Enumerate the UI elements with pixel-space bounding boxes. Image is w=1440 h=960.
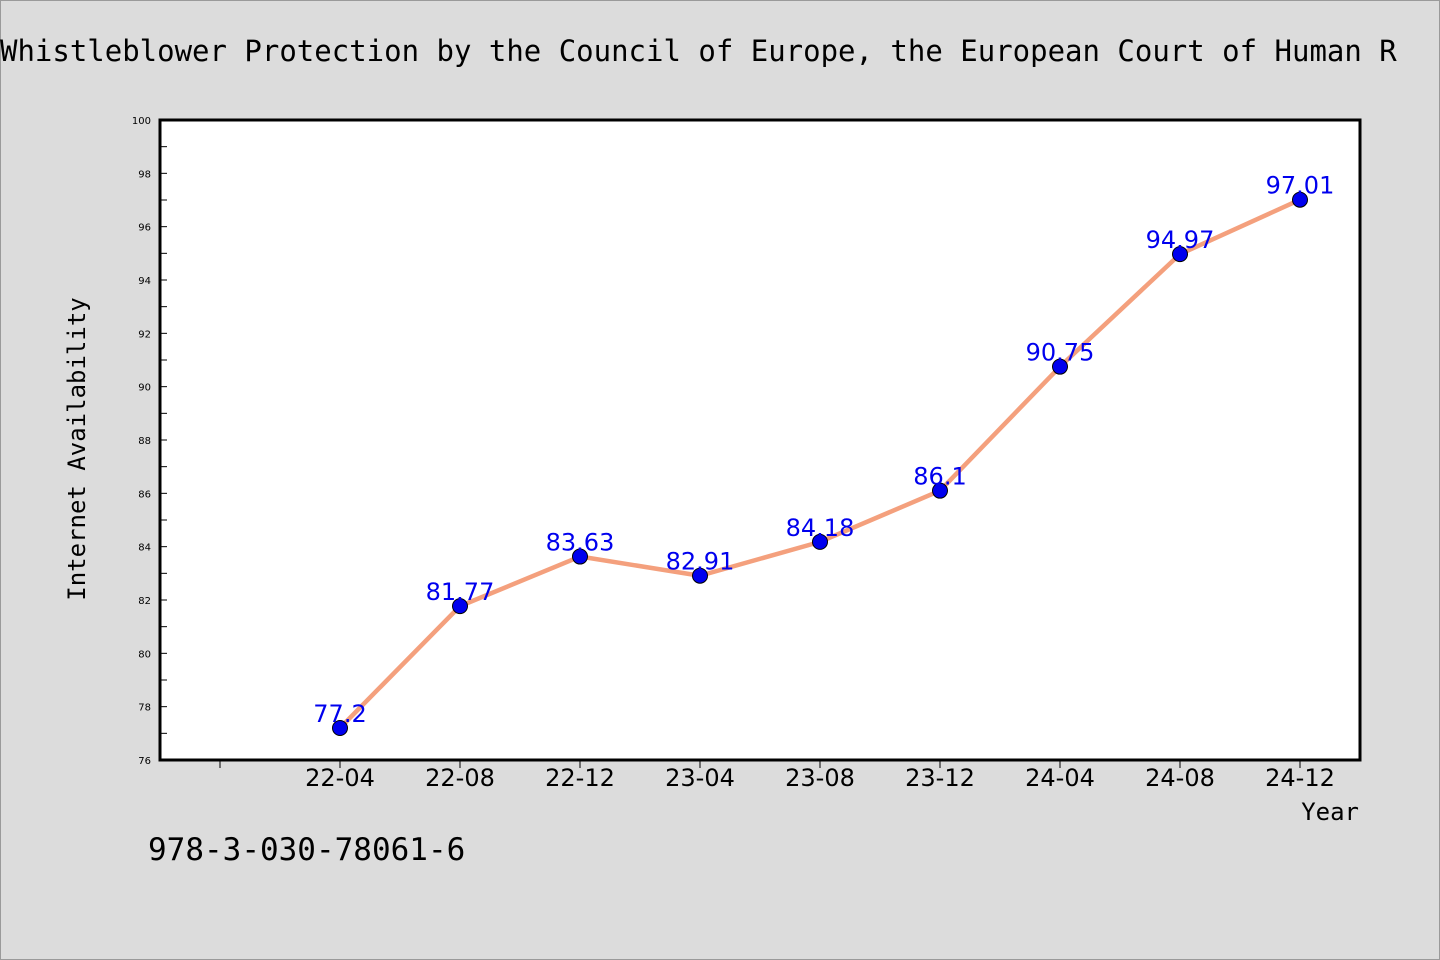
- y-tick-label: 80: [138, 649, 151, 660]
- y-axis: 76 78 80 82 84 86 88 90 92 94 96 98 100: [132, 116, 167, 767]
- y-axis-label: Internet Availability: [63, 297, 91, 600]
- data-point: [812, 533, 828, 550]
- data-point: [332, 720, 348, 736]
- data-label: 81.77: [426, 578, 495, 606]
- data-label: 86.1: [913, 463, 966, 491]
- data-labels: 77.2 81.77 83.63 82.91 84.18 86.1 90.75 94.97 97…: [313, 172, 1334, 728]
- y-tick-label: 100: [132, 116, 151, 127]
- y-tick-label: 88: [138, 436, 151, 447]
- x-tick-label: 23-08: [785, 764, 855, 792]
- x-axis-label: Year: [1301, 798, 1359, 826]
- y-tick-label: 94: [138, 276, 151, 287]
- data-point: [1052, 358, 1068, 375]
- data-label: 90.75: [1026, 339, 1095, 367]
- y-tick-label: 92: [138, 329, 151, 340]
- x-tick-label: 23-04: [665, 764, 735, 792]
- x-tick-label: 22-08: [425, 764, 495, 792]
- x-axis: 22-04 22-08 22-12 23-04 23-08 23-12 24-04 24-08…: [219, 760, 1335, 792]
- y-tick-label: 90: [138, 383, 151, 394]
- y-tick-label: 86: [138, 489, 151, 500]
- plot-area: [158, 118, 1362, 762]
- isbn-text: 978-3-030-78061-6: [148, 832, 466, 868]
- data-point: [572, 548, 588, 565]
- x-tick-label: 22-12: [545, 764, 615, 792]
- x-tick-label: 24-04: [1025, 764, 1095, 792]
- data-label: 77.2: [313, 700, 366, 728]
- chart-title: Whistleblower Protection by the Council …: [0, 34, 1397, 68]
- data-label: 84.18: [786, 514, 855, 542]
- x-tick-label: 23-12: [905, 764, 975, 792]
- x-tick-label: 22-04: [305, 764, 375, 792]
- x-tick-label: 24-12: [1265, 764, 1335, 792]
- y-tick-label: 96: [138, 223, 151, 234]
- y-tick-label: 82: [138, 596, 151, 607]
- data-point: [452, 598, 468, 615]
- data-label: 94.97: [1146, 226, 1215, 254]
- data-point: [1172, 246, 1188, 263]
- data-point: [1292, 191, 1308, 208]
- data-label: 83.63: [546, 529, 615, 557]
- data-point: [692, 567, 708, 584]
- y-tick-label: 84: [138, 543, 151, 554]
- data-label: 97.01: [1266, 172, 1335, 200]
- y-tick-label: 98: [138, 169, 151, 180]
- data-markers: [332, 191, 1308, 736]
- data-point: [932, 482, 948, 499]
- y-tick-label: 76: [138, 756, 151, 767]
- data-label: 82.91: [666, 548, 735, 576]
- y-tick-label: 78: [138, 703, 151, 714]
- x-tick-label: 24-08: [1145, 764, 1215, 792]
